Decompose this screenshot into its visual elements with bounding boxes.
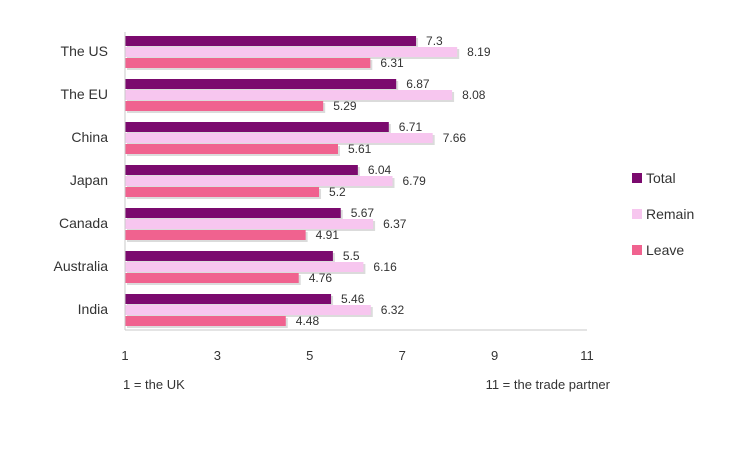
bar-total-japan <box>125 165 358 175</box>
value-label-leave-the-eu: 5.29 <box>333 99 357 113</box>
legend-swatch-total <box>632 173 642 183</box>
axis-note-right: 11 = the trade partner <box>486 377 611 392</box>
value-label-total-china: 6.71 <box>399 120 423 134</box>
x-tick-label-3: 3 <box>214 348 221 363</box>
x-tick-label-1: 1 <box>121 348 128 363</box>
category-label-australia: Australia <box>54 258 109 274</box>
x-tick-label-11: 11 <box>580 348 594 363</box>
bars-layer <box>125 36 460 328</box>
bar-leave-the-eu <box>125 101 324 111</box>
bar-leave-australia <box>125 273 299 283</box>
value-label-remain-india: 6.32 <box>381 303 405 317</box>
value-label-remain-the-us: 8.19 <box>467 45 491 59</box>
category-label-india: India <box>78 301 109 317</box>
bar-leave-canada <box>125 230 306 240</box>
x-tick-label-7: 7 <box>399 348 406 363</box>
x-tick-labels-layer: 1 3 5 7 9 11 <box>121 348 593 363</box>
value-label-leave-india: 4.48 <box>296 314 320 328</box>
bar-total-the-eu <box>125 79 397 89</box>
bar-total-india <box>125 294 332 304</box>
category-label-canada: Canada <box>59 215 108 231</box>
value-label-remain-china: 7.66 <box>443 131 467 145</box>
legend-swatch-leave <box>632 245 642 255</box>
bar-remain-the-us <box>125 47 458 57</box>
value-label-total-india: 5.46 <box>341 292 365 306</box>
value-labels-layer: 7.3 8.19 6.316.87 8.08 5.29 6.71 7.66 5.61 6.04 6… <box>296 34 491 328</box>
x-tick-label-5: 5 <box>306 348 313 363</box>
bar-remain-australia <box>125 262 364 272</box>
bar-leave-china <box>125 144 338 154</box>
value-label-remain-canada: 6.37 <box>383 217 407 231</box>
category-label-japan: Japan <box>70 172 108 188</box>
value-label-leave-japan: 5.2 <box>329 185 346 199</box>
legend: Total Remain Leave <box>632 170 694 258</box>
value-label-remain-the-eu: 8.08 <box>462 88 486 102</box>
value-label-total-the-eu: 6.87 <box>406 77 430 91</box>
x-tick-label-9: 9 <box>491 348 498 363</box>
bar-leave-india <box>125 316 286 326</box>
bar-remain-china <box>125 133 433 143</box>
value-label-total-japan: 6.04 <box>368 163 392 177</box>
bar-total-australia <box>125 251 333 261</box>
value-label-remain-australia: 6.16 <box>373 260 397 274</box>
bar-remain-india <box>125 305 371 315</box>
bar-remain-japan <box>125 176 393 186</box>
category-labels-layer: The US The EU China Japan Canada Australia Ind… <box>54 43 109 317</box>
category-label-the-eu: The EU <box>61 86 108 102</box>
category-label-the-us: The US <box>61 43 108 59</box>
value-label-total-australia: 5.5 <box>343 249 360 263</box>
value-label-leave-the-us: 6.31 <box>380 56 404 70</box>
value-label-leave-australia: 4.76 <box>309 271 333 285</box>
bar-total-the-us <box>125 36 417 46</box>
bar-leave-the-us <box>125 58 371 68</box>
legend-label-total: Total <box>646 170 676 186</box>
bar-remain-the-eu <box>125 90 453 100</box>
bar-remain-canada <box>125 219 374 229</box>
value-label-leave-canada: 4.91 <box>316 228 340 242</box>
bar-leave-japan <box>125 187 320 197</box>
bar-total-canada <box>125 208 341 218</box>
category-label-china: China <box>71 129 108 145</box>
value-label-total-the-us: 7.3 <box>426 34 443 48</box>
value-label-total-canada: 5.67 <box>351 206 375 220</box>
legend-swatch-remain <box>632 209 642 219</box>
value-label-remain-japan: 6.79 <box>402 174 426 188</box>
value-label-leave-china: 5.61 <box>348 142 372 156</box>
legend-label-leave: Leave <box>646 242 684 258</box>
legend-label-remain: Remain <box>646 206 694 222</box>
bar-total-china <box>125 122 389 132</box>
axis-note-left: 1 = the UK <box>123 377 185 392</box>
